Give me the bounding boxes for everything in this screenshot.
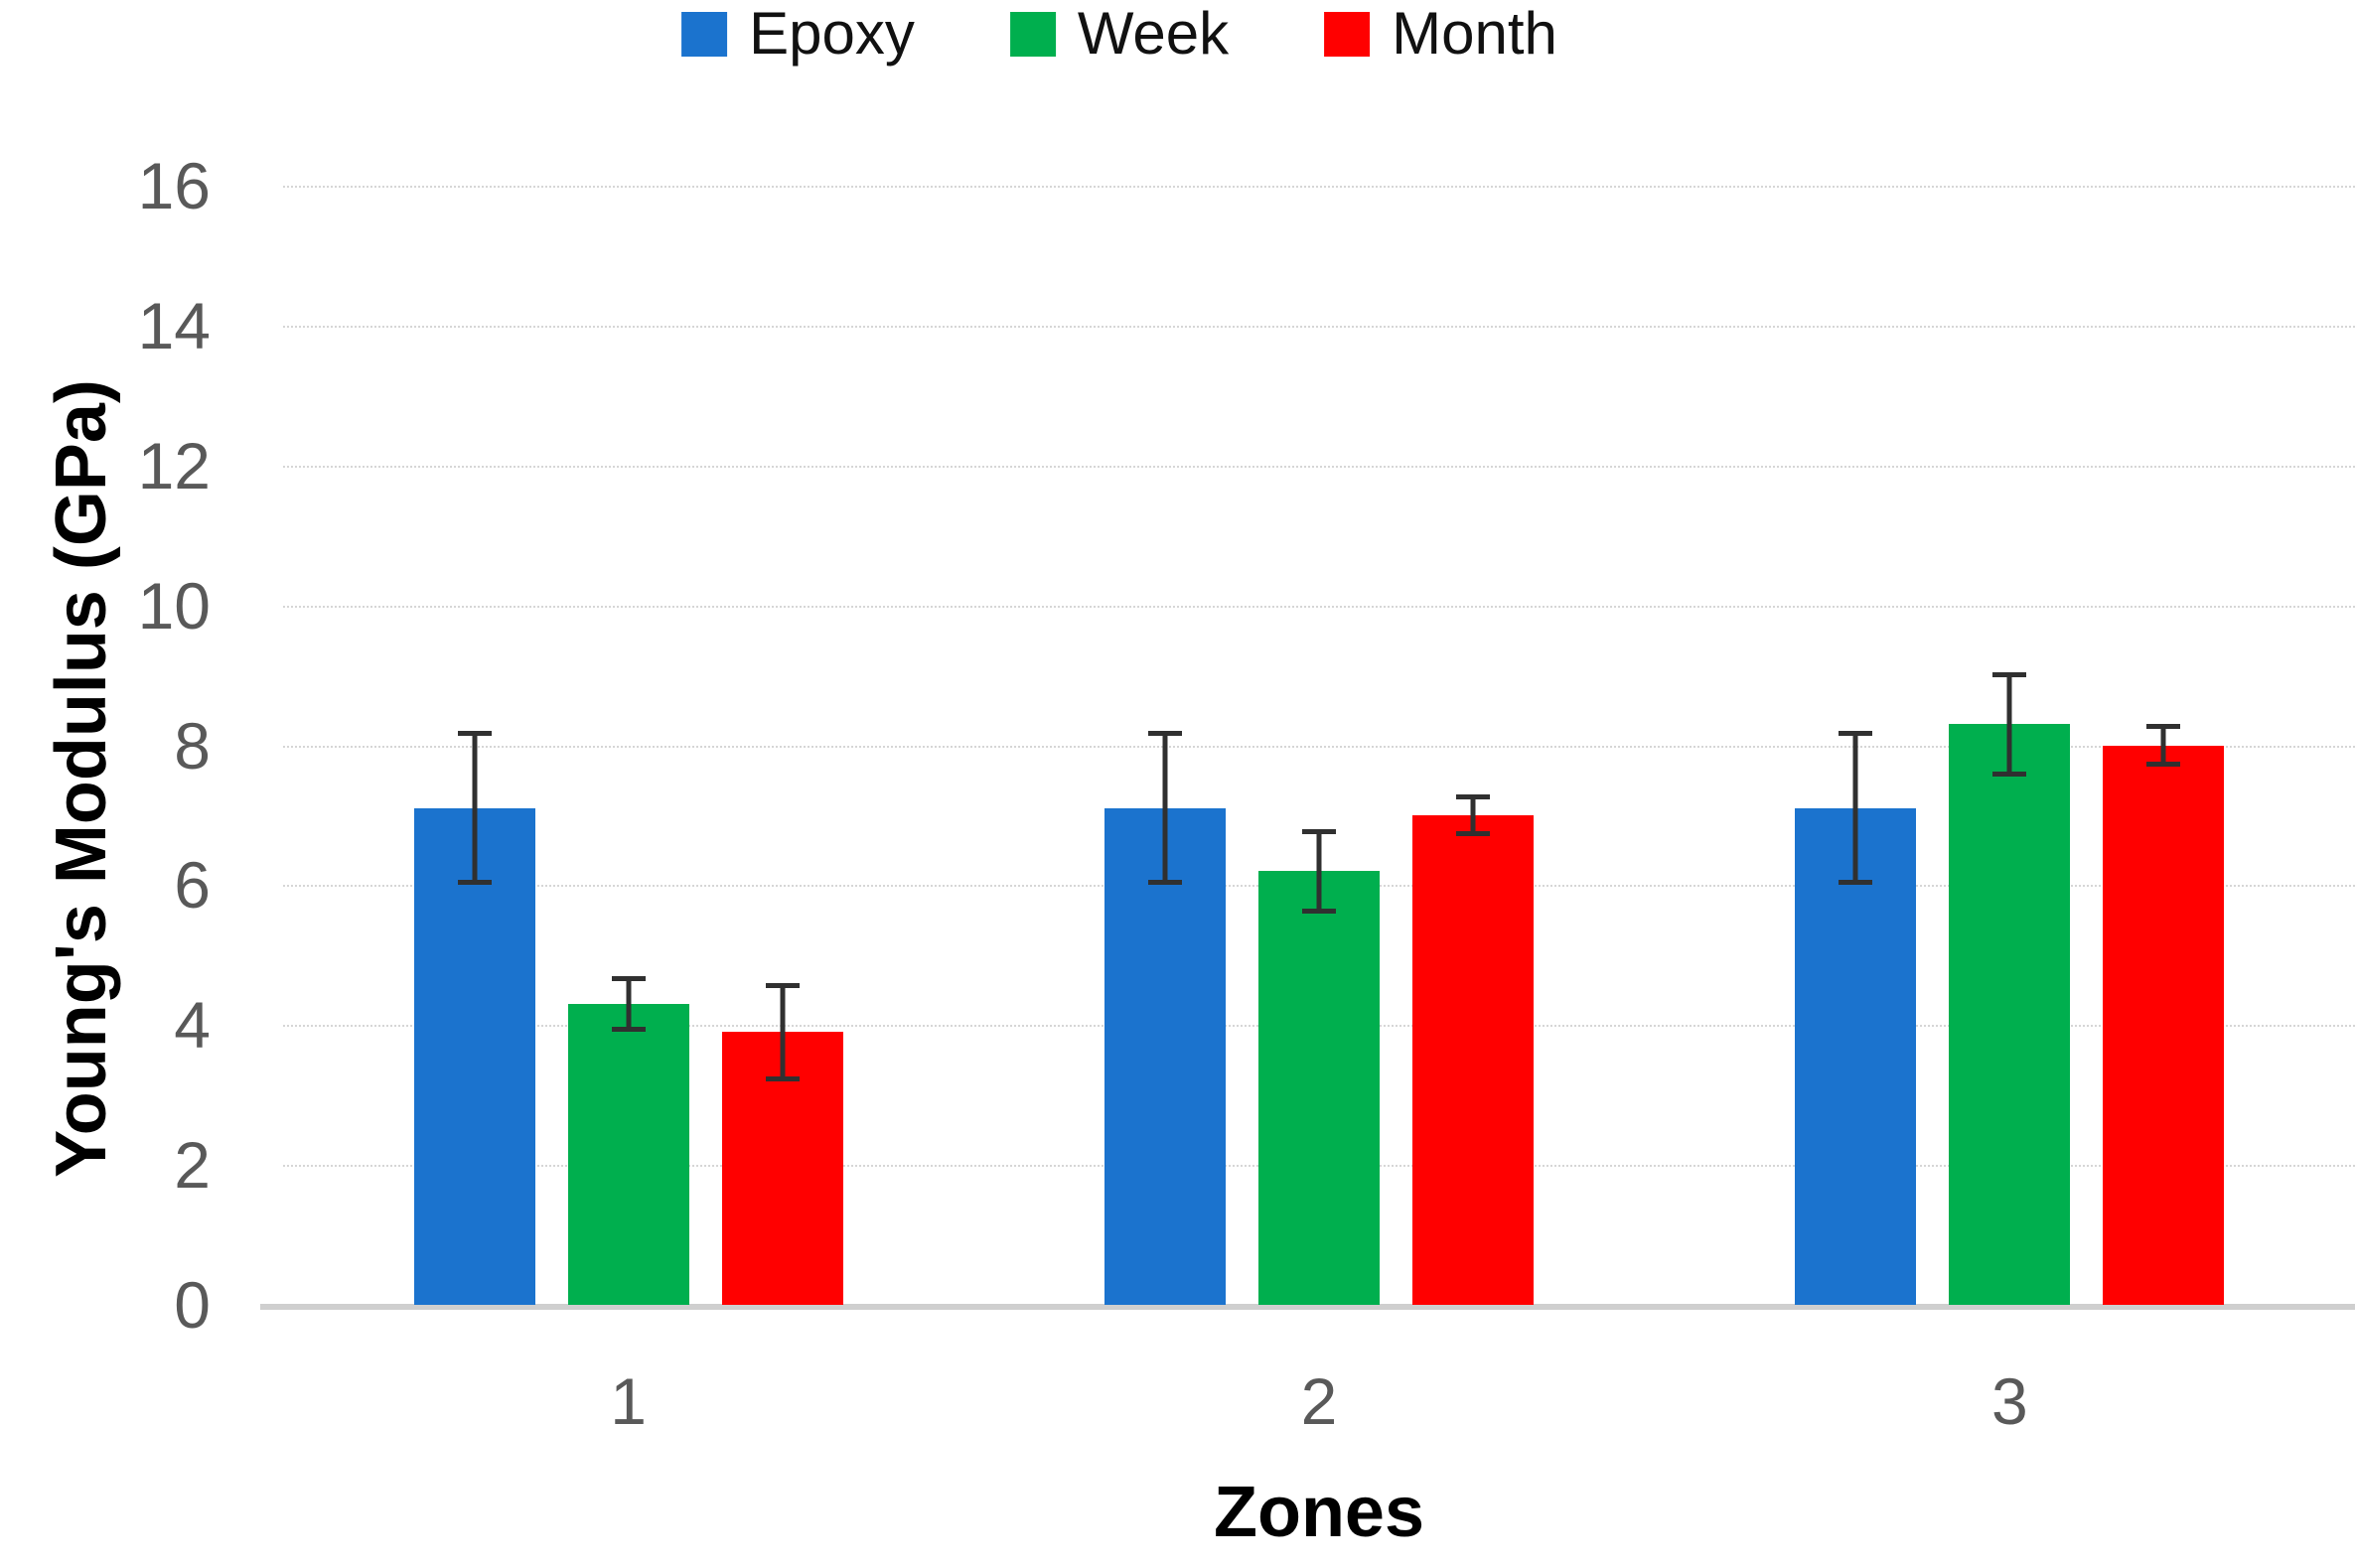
legend-swatch-epoxy bbox=[681, 11, 728, 57]
bar-month-zone-3 bbox=[2103, 745, 2225, 1305]
error-bar-month-zone-1 bbox=[722, 982, 843, 1081]
y-tick-label-6: 6 bbox=[174, 848, 211, 923]
legend-label-week: Week bbox=[1077, 0, 1230, 67]
error-bar-cap-top bbox=[1148, 731, 1182, 737]
error-bar-cap-bottom bbox=[457, 880, 492, 886]
bar-week-zone-3 bbox=[1949, 724, 2071, 1305]
legend-item-month: Month bbox=[1324, 4, 1557, 64]
error-bar-line bbox=[472, 731, 478, 886]
x-tick-label-1: 1 bbox=[610, 1364, 648, 1438]
error-bar-cap-top bbox=[611, 975, 646, 981]
error-bar-month-zone-3 bbox=[2103, 724, 2224, 767]
y-tick-label-10: 10 bbox=[137, 568, 211, 642]
error-bar-week-zone-2 bbox=[1258, 829, 1380, 914]
legend: Epoxy Week Month bbox=[681, 4, 1557, 64]
legend-label-month: Month bbox=[1392, 0, 1557, 67]
error-bar-cap-top bbox=[765, 982, 800, 988]
error-bar-line bbox=[1470, 793, 1476, 837]
y-tick-label-8: 8 bbox=[174, 708, 211, 783]
error-bar-line bbox=[1852, 731, 1858, 886]
error-bar-line bbox=[1316, 829, 1322, 914]
y-tick-label-4: 4 bbox=[174, 988, 211, 1063]
error-bar-cap-top bbox=[1302, 829, 1336, 835]
error-bar-cap-top bbox=[457, 731, 492, 737]
legend-label-epoxy: Epoxy bbox=[749, 0, 915, 67]
bar-week-zone-1 bbox=[567, 1004, 689, 1305]
error-bar-cap-bottom bbox=[1992, 772, 2027, 778]
y-tick-label-0: 0 bbox=[174, 1268, 211, 1342]
error-bar-line bbox=[2006, 671, 2012, 778]
legend-swatch-week bbox=[1009, 11, 1056, 57]
bar-epoxy-zone-3 bbox=[1795, 807, 1917, 1305]
error-bar-epoxy-zone-2 bbox=[1104, 731, 1226, 886]
error-bar-epoxy-zone-1 bbox=[414, 731, 535, 886]
error-bar-epoxy-zone-3 bbox=[1795, 731, 1916, 886]
error-bar-cap-bottom bbox=[1148, 880, 1182, 886]
y-tick-label-16: 16 bbox=[137, 149, 211, 222]
error-bar-cap-bottom bbox=[1456, 831, 1490, 837]
legend-item-epoxy: Epoxy bbox=[681, 4, 915, 64]
y-tick-label-12: 12 bbox=[137, 428, 211, 502]
gridline-14 bbox=[283, 325, 2355, 328]
error-bar-line bbox=[1162, 731, 1168, 886]
y-tick-label-14: 14 bbox=[137, 288, 211, 362]
error-bar-cap-top bbox=[1456, 793, 1490, 799]
error-bar-cap-top bbox=[1992, 671, 2027, 677]
error-bar-cap-bottom bbox=[1302, 908, 1336, 914]
gridline-12 bbox=[283, 465, 2355, 468]
error-bar-cap-bottom bbox=[1839, 880, 1873, 886]
error-bar-cap-bottom bbox=[2146, 761, 2181, 767]
bar-month-zone-2 bbox=[1412, 814, 1534, 1305]
gridline-16 bbox=[283, 186, 2355, 188]
gridline-10 bbox=[283, 605, 2355, 608]
error-bar-month-zone-2 bbox=[1412, 793, 1534, 837]
x-axis-title: Zones bbox=[1213, 1473, 1425, 1552]
bar-week-zone-2 bbox=[1258, 871, 1380, 1305]
bar-epoxy-zone-1 bbox=[413, 807, 535, 1305]
error-bar-line bbox=[626, 975, 632, 1033]
error-bar-cap-bottom bbox=[611, 1027, 646, 1033]
error-bar-week-zone-1 bbox=[568, 975, 689, 1033]
error-bar-cap-bottom bbox=[765, 1075, 800, 1081]
x-tick-label-3: 3 bbox=[1990, 1364, 2028, 1438]
gridline-8 bbox=[283, 745, 2355, 748]
legend-swatch-month bbox=[1324, 11, 1371, 57]
error-bar-line bbox=[780, 982, 786, 1081]
x-axis-baseline bbox=[260, 1304, 2355, 1310]
plot-area bbox=[260, 186, 2355, 1310]
error-bar-line bbox=[2160, 724, 2166, 767]
error-bar-cap-top bbox=[1839, 731, 1873, 737]
error-bar-cap-top bbox=[2146, 724, 2181, 730]
bar-epoxy-zone-2 bbox=[1104, 807, 1226, 1305]
y-tick-label-2: 2 bbox=[174, 1128, 211, 1203]
x-tick-label-2: 2 bbox=[1300, 1364, 1338, 1438]
legend-item-week: Week bbox=[1009, 0, 1230, 67]
error-bar-week-zone-3 bbox=[1949, 671, 2070, 778]
